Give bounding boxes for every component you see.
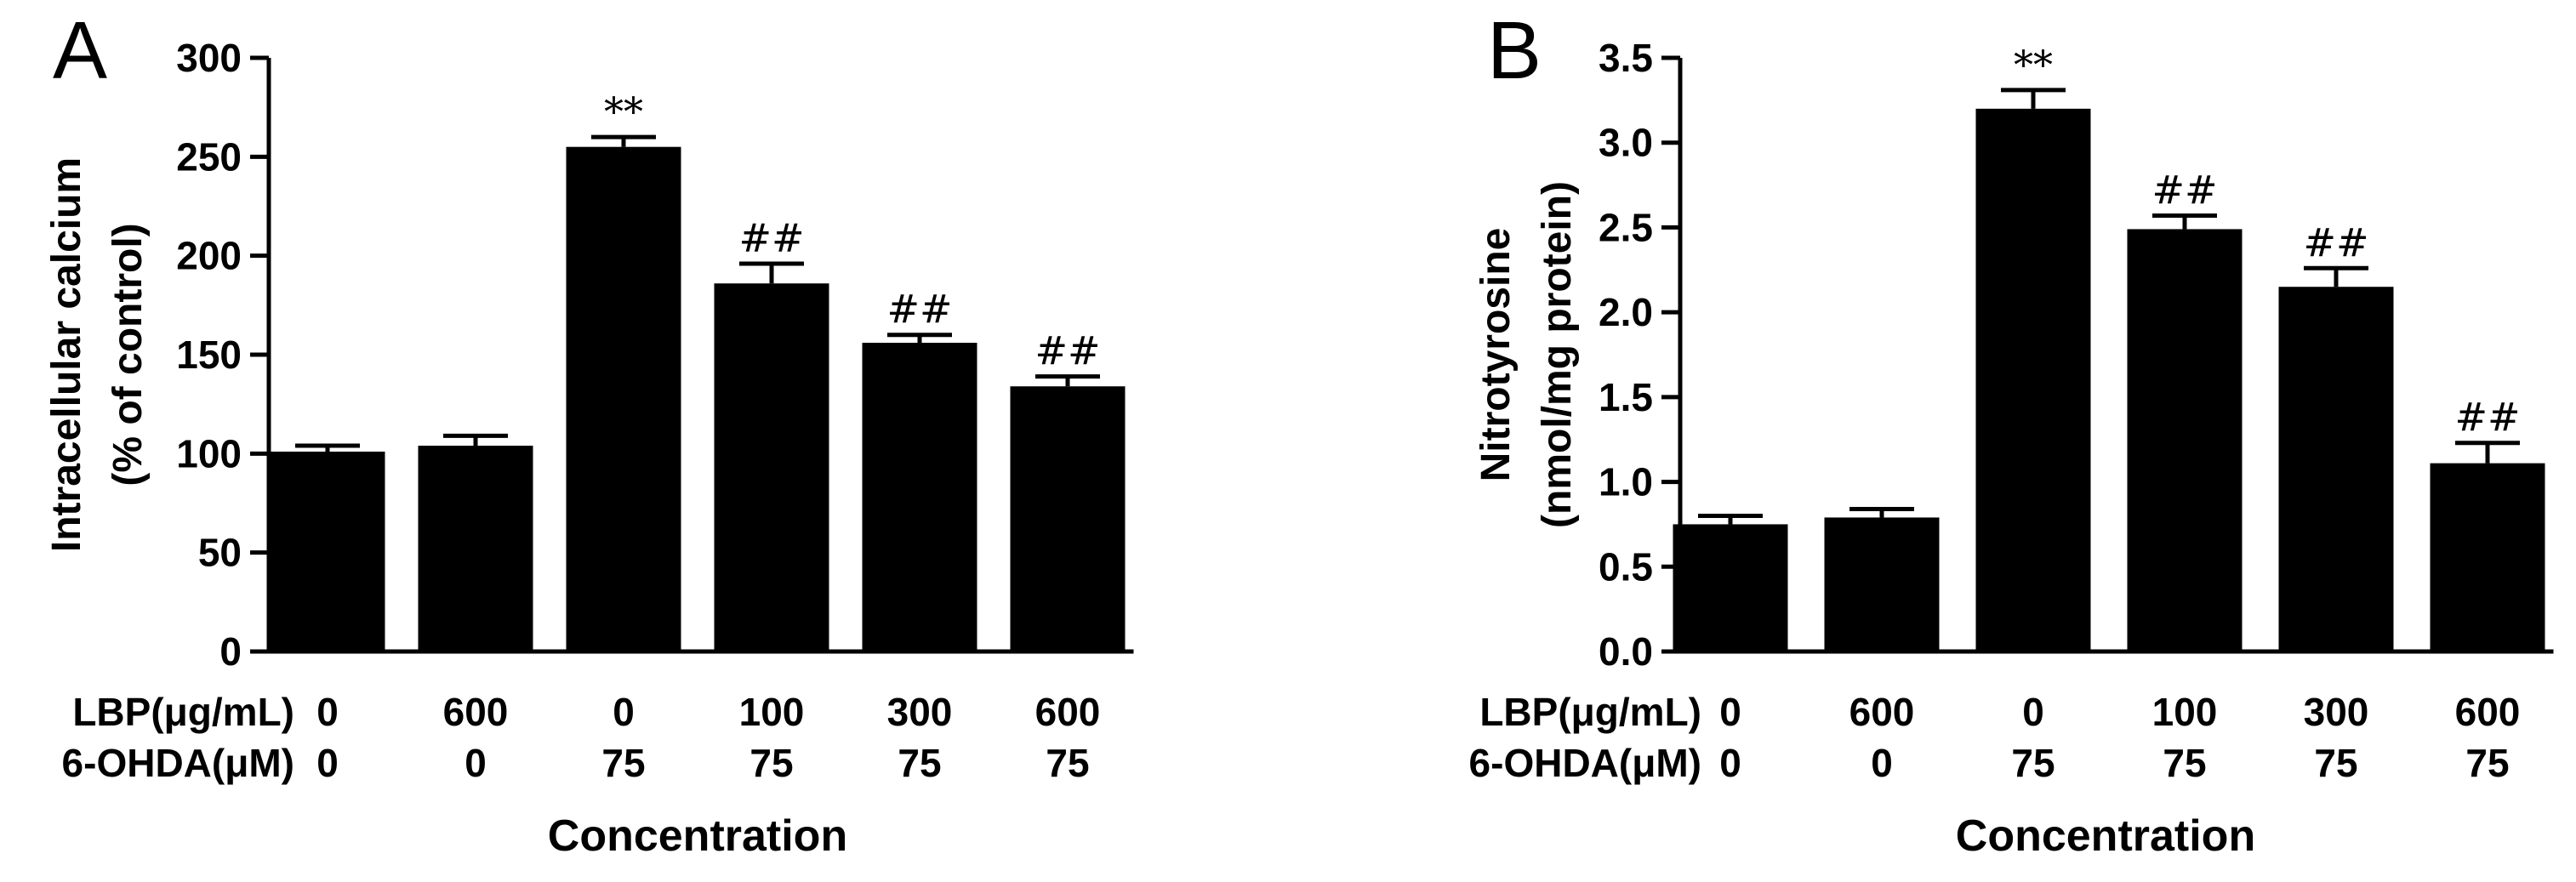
condition-value: 0 <box>1871 741 1893 785</box>
condition-value: 0 <box>316 741 339 785</box>
y-tick-label: 0.0 <box>1599 629 1653 674</box>
condition-value: 100 <box>2152 690 2218 734</box>
condition-value: 75 <box>749 741 793 785</box>
bar <box>2278 287 2394 652</box>
condition-value: 0 <box>464 741 487 785</box>
condition-value: 600 <box>2455 690 2521 734</box>
condition-value: 75 <box>2163 741 2206 785</box>
condition-value: 75 <box>601 741 645 785</box>
y-axis-label-units: (nmol/mg protein) <box>1535 181 1580 528</box>
y-tick-label: 300 <box>176 36 242 80</box>
y-tick-label: 2.0 <box>1599 290 1653 334</box>
condition-value: 300 <box>2304 690 2369 734</box>
bar <box>418 446 533 652</box>
y-tick-label: 100 <box>176 431 242 475</box>
bar <box>714 283 829 652</box>
y-axis-label: Intracellular calcium <box>44 157 89 552</box>
significance-marker: ## <box>2454 395 2520 441</box>
y-tick-label: 1.5 <box>1599 375 1653 419</box>
y-tick-label: 150 <box>176 333 242 377</box>
condition-row-label: LBP(μg/mL) <box>72 690 294 734</box>
condition-value: 75 <box>2011 741 2055 785</box>
condition-value: 0 <box>1719 741 1741 785</box>
bar <box>2127 229 2243 652</box>
y-tick-label: 250 <box>176 134 242 179</box>
significance-marker: ## <box>738 215 804 261</box>
condition-value: 0 <box>316 690 339 734</box>
y-tick-label: 0.5 <box>1599 544 1653 589</box>
condition-row-label: 6-OHDA(μM) <box>62 741 294 785</box>
x-axis-label: Concentration <box>1956 811 2255 861</box>
y-tick-label: 3.5 <box>1599 36 1653 80</box>
y-tick-label: 50 <box>198 531 242 575</box>
y-tick-label: 2.5 <box>1599 205 1653 249</box>
panel-letter: B <box>1487 5 1542 96</box>
y-tick-label: 3.0 <box>1599 121 1653 165</box>
bar <box>1010 386 1126 652</box>
y-axis-label-units: (% of control) <box>105 223 151 486</box>
bar <box>1975 108 2091 652</box>
condition-value: 300 <box>887 690 953 734</box>
x-axis-label: Concentration <box>548 811 847 861</box>
condition-value: 600 <box>1035 690 1101 734</box>
condition-value: 0 <box>2022 690 2044 734</box>
condition-value: 75 <box>2314 741 2357 785</box>
significance-marker: ** <box>604 88 643 134</box>
condition-row-label: LBP(μg/mL) <box>1479 690 1701 734</box>
condition-value: 75 <box>2465 741 2509 785</box>
significance-marker: ** <box>2014 42 2053 88</box>
bar <box>1673 524 1788 652</box>
y-tick-label: 0 <box>219 629 242 674</box>
y-axis-label: Nitrotyrosine <box>1473 228 1519 482</box>
panel-b: B 0.0 0.5 1.0 1.5 2.0 2.5 3.0 3.5 ** ## ## ## Nitroty… <box>1469 5 2554 861</box>
panel-a: A 0 50 100 150 200 250 300 ** ## ## ## Intracellular… <box>44 5 1134 861</box>
condition-value: 100 <box>739 690 805 734</box>
condition-value: 600 <box>443 690 509 734</box>
bar <box>862 343 977 652</box>
condition-value: 0 <box>1719 690 1741 734</box>
y-tick-label: 1.0 <box>1599 460 1653 504</box>
significance-marker: ## <box>2151 167 2217 213</box>
bar <box>2430 463 2545 652</box>
condition-value: 75 <box>1046 741 1089 785</box>
condition-row-label: 6-OHDA(μM) <box>1469 741 1701 785</box>
condition-value: 0 <box>613 690 635 734</box>
panel-letter: A <box>53 5 107 96</box>
bar <box>1824 517 1940 652</box>
significance-marker: ## <box>2303 219 2368 265</box>
bar <box>566 146 681 652</box>
condition-value: 75 <box>898 741 941 785</box>
bar <box>270 452 385 652</box>
significance-marker: ## <box>1034 328 1100 374</box>
y-tick-label: 200 <box>176 234 242 278</box>
condition-value: 600 <box>1849 690 1915 734</box>
significance-marker: ## <box>886 287 952 333</box>
